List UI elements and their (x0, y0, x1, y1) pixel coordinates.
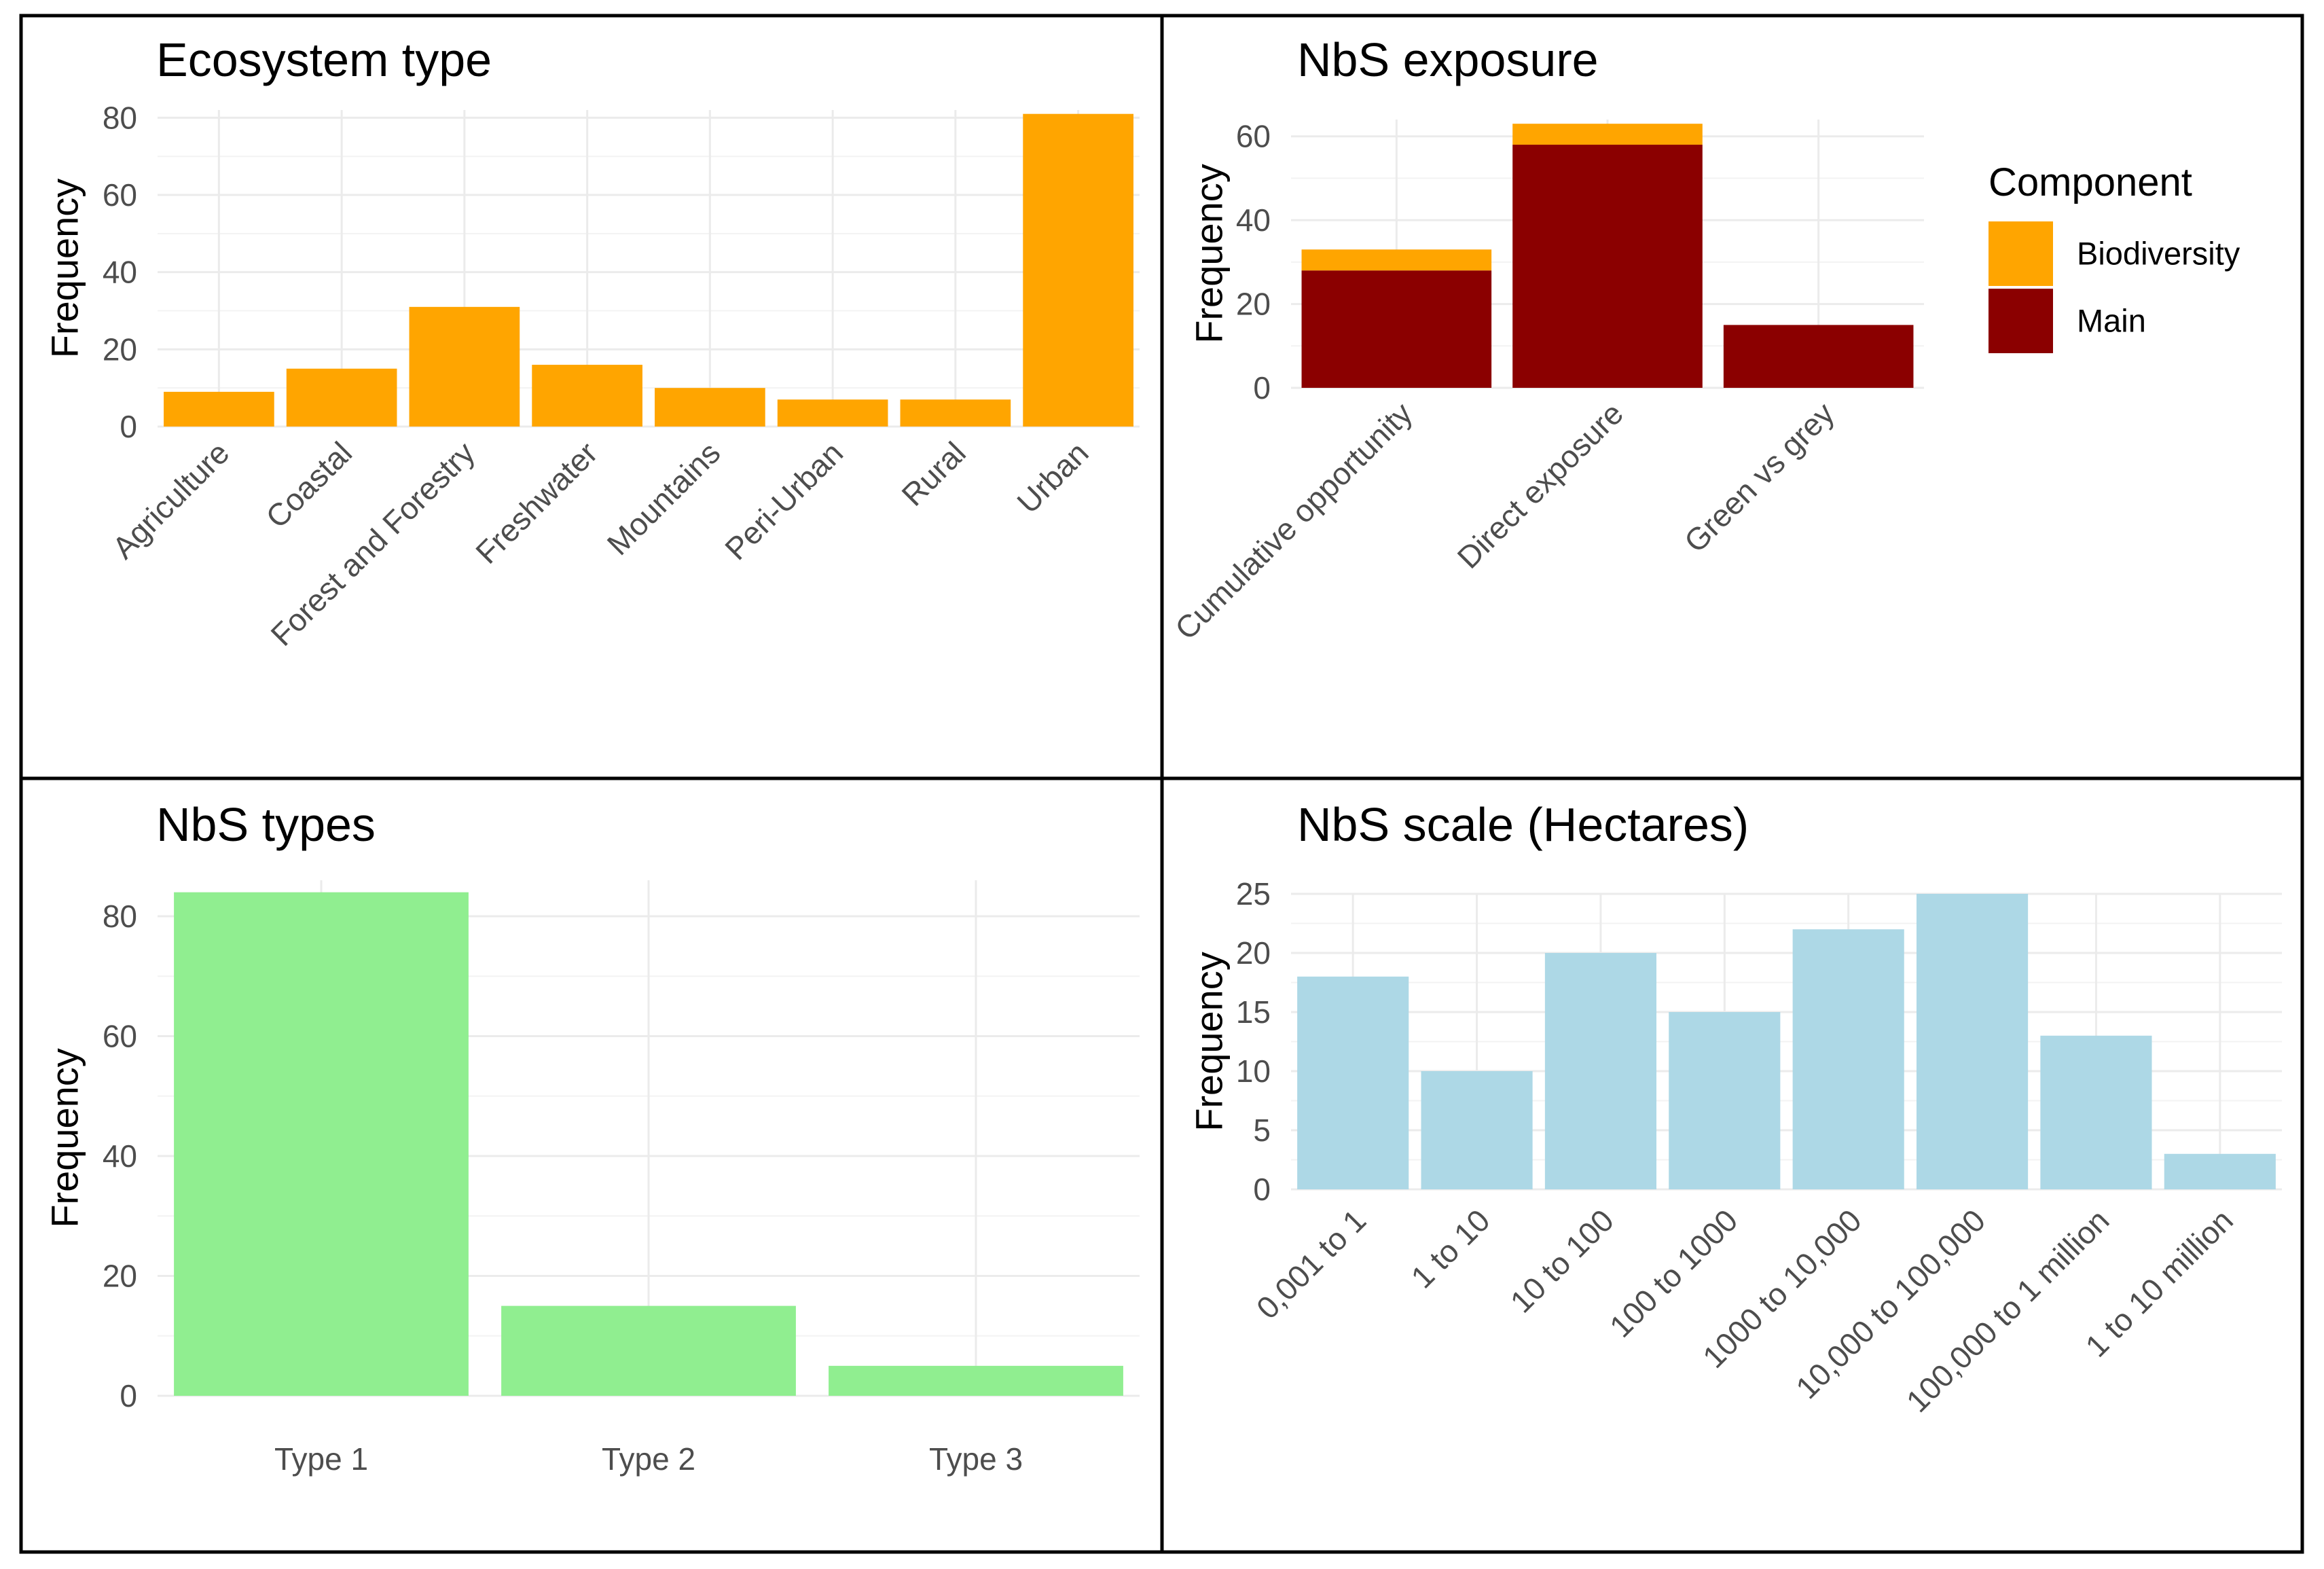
x-tick-label: Agriculture (105, 435, 236, 565)
bar-biodiversity-cumulative-opportunity (1301, 249, 1492, 271)
legend-label-main: Main (2077, 303, 2146, 339)
legend-title: Component (1989, 160, 2192, 204)
y-tick-label: 20 (103, 331, 137, 367)
chart-title: NbS scale (Hectares) (1297, 798, 1749, 851)
bar-type-3 (829, 1365, 1123, 1396)
bar-agriculture (164, 391, 274, 427)
legend-label-biodiversity: Biodiversity (2077, 236, 2240, 272)
bar-0-001-to-1 (1297, 976, 1409, 1189)
x-tick-label: Freshwater (469, 435, 604, 570)
chart-title: Ecosystem type (156, 33, 492, 86)
bar-1000-to-10-000 (1792, 929, 1904, 1189)
bar-mountains (655, 388, 765, 427)
x-tick-label: Cumulative opportunity (1168, 395, 1419, 646)
y-tick-label: 60 (103, 1018, 137, 1053)
bar-peri-urban (777, 399, 888, 427)
y-tick-label: 20 (1236, 287, 1271, 322)
x-tick-label: 10 to 100 (1504, 1202, 1620, 1319)
y-axis-title: Frequency (43, 1048, 86, 1228)
y-tick-label: 0 (120, 1378, 137, 1413)
bar-rural (900, 399, 1011, 427)
x-tick-label: 100,000 to 1 million (1900, 1202, 2116, 1419)
y-tick-label: 25 (1236, 876, 1271, 912)
x-tick-label: Type 1 (274, 1441, 368, 1477)
bar-urban (1023, 113, 1133, 427)
y-tick-label: 40 (103, 1138, 137, 1174)
bar-main-green-vs-grey (1723, 325, 1914, 388)
y-tick-label: 80 (103, 899, 137, 934)
y-tick-label: 5 (1253, 1113, 1271, 1148)
bar-1-to-10-million (2164, 1153, 2276, 1189)
bar-10-000-to-100-000 (1916, 894, 2029, 1189)
x-tick-label: 1 to 10 (1404, 1202, 1496, 1295)
bar-forest-and-forestry (409, 306, 520, 427)
x-tick-label: Green vs grey (1677, 395, 1841, 559)
bar-main-direct-exposure (1512, 145, 1703, 388)
nbs-exposure-chart: 0 20 40 60 Cumulative opportunity Direct expo… (1168, 33, 2240, 647)
x-tick-label: Peri-Urban (718, 435, 850, 566)
bar-main-cumulative-opportunity (1301, 270, 1492, 388)
bar-100-000-to-1-million (2040, 1035, 2152, 1189)
y-tick-label: 10 (1236, 1053, 1271, 1089)
bar-100-to-1000 (1669, 1012, 1781, 1189)
x-tick-label: Type 3 (929, 1441, 1023, 1477)
x-tick-label: Mountains (600, 435, 727, 562)
y-axis-title: Frequency (43, 179, 86, 359)
bar-1-to-10 (1421, 1071, 1533, 1189)
bar-coastal (286, 368, 397, 427)
y-tick-label: 80 (103, 100, 137, 135)
y-axis-title: Frequency (1188, 164, 1231, 344)
y-tick-label: 20 (1236, 935, 1271, 971)
legend-key-biodiversity (1989, 221, 2053, 286)
x-tick-label: Forest and Forestry (264, 435, 482, 653)
y-axis-title: Frequency (1188, 952, 1231, 1132)
x-tick-label: Type 2 (602, 1441, 695, 1477)
bar-freshwater (532, 365, 642, 427)
legend: Component Biodiversity Main (1989, 160, 2240, 353)
y-tick-label: 60 (1236, 119, 1271, 154)
chart-title: NbS exposure (1297, 33, 1599, 86)
y-tick-label: 0 (1253, 370, 1271, 405)
legend-key-main (1989, 289, 2053, 353)
y-tick-label: 0 (120, 409, 137, 444)
y-tick-label: 60 (103, 177, 137, 213)
bar-10-to-100 (1544, 953, 1657, 1189)
x-tick-label: Coastal (259, 435, 359, 535)
panel-frame (19, 14, 2304, 1554)
nbs-types-chart: 0 20 40 60 80 Type 1 Type 2 Type 3 Frequency NbS … (43, 798, 1140, 1477)
chart-title: NbS types (156, 798, 376, 851)
x-tick-label: Direct exposure (1451, 395, 1631, 575)
y-tick-label: 15 (1236, 994, 1271, 1030)
bar-biodiversity-direct-exposure (1512, 124, 1703, 145)
x-tick-label: Urban (1010, 435, 1095, 520)
y-tick-label: 40 (103, 255, 137, 290)
bar-type-2 (501, 1305, 796, 1396)
x-tick-label: Rural (894, 435, 973, 513)
y-tick-label: 20 (103, 1258, 137, 1293)
y-tick-label: 0 (1253, 1172, 1271, 1207)
y-tick-label: 40 (1236, 202, 1271, 238)
bar-type-1 (174, 892, 469, 1396)
x-tick-label: 0,001 to 1 (1250, 1202, 1373, 1325)
